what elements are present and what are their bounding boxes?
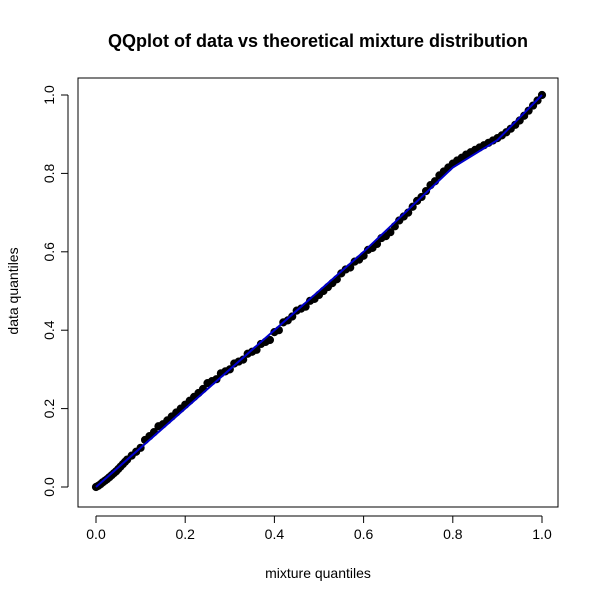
y-tick-label: 0.4: [41, 320, 57, 340]
data-point: [386, 228, 395, 237]
x-tick-label: 0.0: [86, 526, 106, 542]
reference-line: [95, 94, 543, 488]
y-tick-label: 0.6: [41, 242, 57, 262]
y-axis-label: data quantiles: [5, 247, 21, 334]
plot-frame: [77, 77, 559, 508]
x-tick-label: 0.6: [354, 526, 374, 542]
y-tick-label: 0.0: [41, 477, 57, 497]
x-tick-label: 0.4: [265, 526, 285, 542]
x-axis: 0.0 0.2 0.4 0.6 0.8 1.0: [86, 515, 552, 542]
y-tick-label: 0.2: [41, 399, 57, 419]
x-tick-label: 0.8: [443, 526, 463, 542]
y-tick-label: 1.0: [41, 85, 57, 105]
plot-area: [91, 90, 547, 492]
x-tick-label: 1.0: [532, 526, 552, 542]
data-point: [421, 186, 431, 196]
y-tick-label: 0.8: [41, 163, 57, 183]
x-tick-label: 0.2: [175, 526, 195, 542]
data-point: [528, 101, 538, 110]
x-axis-label: mixture quantiles: [265, 565, 371, 581]
data-point: [265, 335, 275, 345]
data-point: [524, 106, 533, 115]
chart-title: QQplot of data vs theoretical mixture di…: [108, 31, 528, 51]
y-axis: 0.0 0.2 0.4 0.6 0.8 1.0: [41, 85, 69, 497]
